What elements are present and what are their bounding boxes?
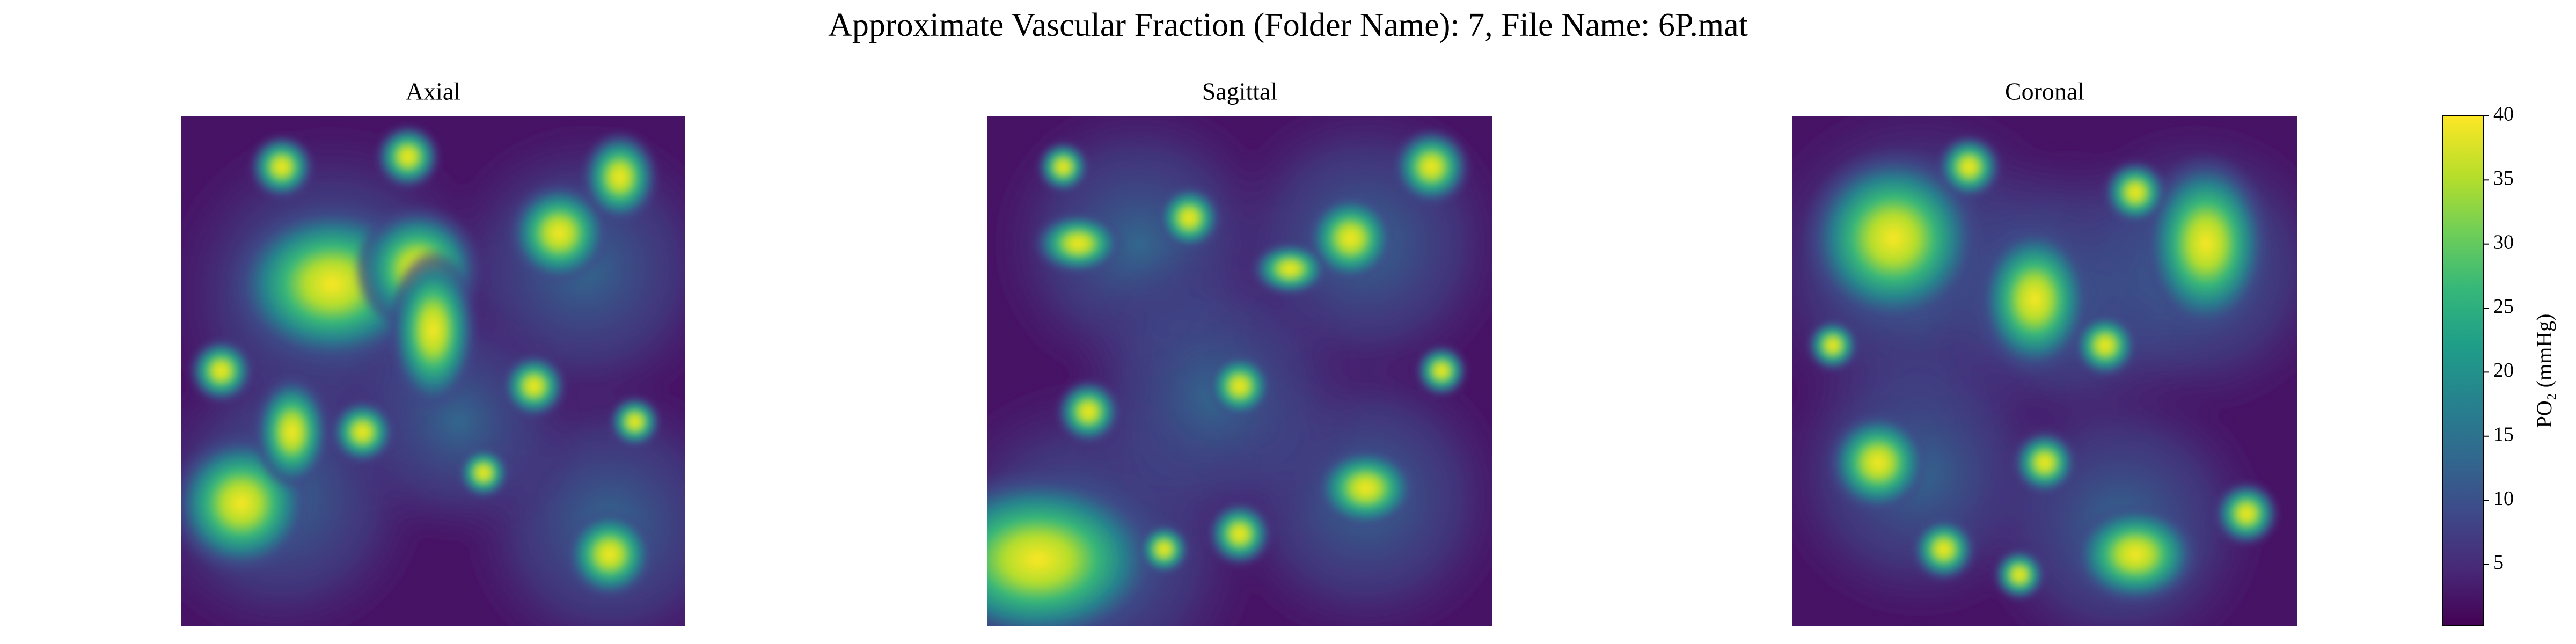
colorbar bbox=[2442, 115, 2484, 626]
colorbar-tick-label: 35 bbox=[2493, 167, 2514, 189]
hot-spot bbox=[1415, 345, 1468, 397]
heatmap-image bbox=[1792, 116, 2297, 626]
hot-spot bbox=[1826, 410, 1931, 515]
colorbar-tick-label: 20 bbox=[2493, 359, 2514, 382]
heatmap-image bbox=[987, 116, 1492, 626]
subplot-title: Axial bbox=[406, 78, 460, 105]
hot-spot bbox=[2072, 312, 2138, 378]
subplot-title: Sagittal bbox=[1202, 78, 1278, 105]
hot-spot bbox=[1156, 185, 1223, 251]
hot-spot bbox=[252, 373, 332, 491]
heatmap-blobs bbox=[181, 118, 685, 626]
hot-spot bbox=[987, 467, 1169, 626]
colorbar-label: PO₂ (mmHg) bbox=[2532, 314, 2556, 428]
colorbar-tick-label: 10 bbox=[2493, 487, 2514, 510]
hot-spot bbox=[1037, 141, 1089, 193]
hot-spot bbox=[1993, 548, 2046, 601]
hot-spot bbox=[330, 399, 396, 465]
hot-spot bbox=[1806, 319, 1860, 372]
figure-title: Approximate Vascular Fraction (Folder Na… bbox=[828, 7, 1748, 43]
hot-spot bbox=[2140, 151, 2272, 335]
hot-spot bbox=[2213, 480, 2280, 547]
hot-spot bbox=[188, 338, 254, 404]
colorbar-tick-label: 40 bbox=[2493, 103, 2514, 126]
hot-spot bbox=[507, 180, 612, 286]
hot-spot bbox=[1936, 134, 2002, 200]
hot-spot bbox=[457, 447, 510, 499]
hot-spot bbox=[580, 130, 660, 224]
subplot-title: Coronal bbox=[2005, 78, 2084, 105]
hot-spot bbox=[2011, 429, 2078, 496]
heatmap-blobs bbox=[1792, 116, 2297, 626]
hot-spot bbox=[501, 353, 567, 419]
colorbar-tick-label: 25 bbox=[2493, 295, 2514, 318]
hot-spot bbox=[2070, 502, 2201, 607]
heatmap-blobs bbox=[987, 116, 1492, 626]
hot-spot bbox=[1206, 501, 1273, 567]
hot-spot bbox=[387, 247, 479, 413]
heatmap-image bbox=[181, 116, 685, 626]
hot-spot bbox=[375, 123, 441, 190]
hot-spot bbox=[1801, 146, 1986, 331]
colorbar-tick-label: 15 bbox=[2493, 423, 2514, 445]
hot-spot bbox=[1250, 241, 1330, 297]
hot-spot bbox=[609, 396, 661, 448]
hot-spot bbox=[1138, 523, 1190, 576]
hot-spot bbox=[1911, 516, 1977, 582]
colorbar-tick-label: 30 bbox=[2493, 231, 2514, 253]
hot-spot bbox=[1975, 223, 2094, 376]
hot-spot bbox=[1032, 211, 1124, 276]
hot-spot bbox=[1055, 378, 1122, 445]
hot-spot bbox=[1313, 446, 1418, 530]
hot-spot bbox=[2103, 159, 2169, 225]
hot-spot bbox=[564, 508, 656, 601]
hot-spot bbox=[1206, 353, 1273, 419]
hot-spot bbox=[248, 134, 315, 200]
hot-spot bbox=[1392, 127, 1471, 207]
colorbar-tick-label: 5 bbox=[2493, 551, 2504, 574]
